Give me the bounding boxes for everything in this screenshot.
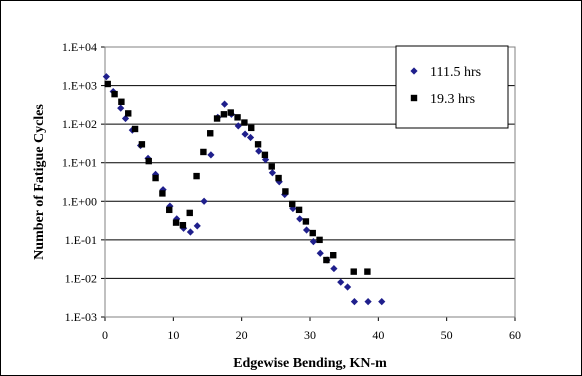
series-diamond [102, 73, 386, 306]
square-point [193, 172, 200, 180]
diamond-point [268, 169, 277, 177]
square-point [234, 114, 241, 121]
x-tick-label: 20 [236, 328, 248, 342]
square-point [111, 90, 118, 98]
y-axis-title: Number of Fatigue Cycles [32, 104, 47, 260]
square-point [227, 109, 234, 116]
diamond-point [330, 264, 338, 273]
square-point [159, 190, 166, 197]
y-tick-labels: 1.E-03 1.E-02 1.E-01 1.E+00 1.E+01 1.E+02 1.E+… [62, 40, 97, 324]
diamond-point [255, 147, 263, 155]
square-point [213, 115, 221, 122]
square-point [268, 163, 275, 170]
square-point [138, 141, 146, 148]
diamond-point [241, 130, 249, 138]
diamond-point [117, 104, 125, 112]
diamond-point [234, 122, 242, 130]
legend-box [395, 45, 509, 129]
square-point [316, 236, 323, 244]
square-point [220, 111, 228, 118]
diamond-point [337, 278, 345, 286]
diamond-point [378, 298, 386, 306]
y-tick-label: 1.E-03 [65, 310, 97, 324]
y-tick-label: 1.E-02 [65, 271, 97, 285]
diamond-point [246, 133, 255, 142]
legend-marker-square [410, 94, 418, 102]
square-point [289, 200, 296, 208]
square-point [275, 174, 282, 182]
series-square [104, 80, 371, 275]
square-point [295, 206, 303, 214]
diamond-point [193, 222, 201, 230]
x-axis-title: Edgewise Bending, KN-m [233, 356, 387, 371]
diamond-point [309, 238, 318, 246]
x-tick-label: 50 [441, 328, 453, 342]
legend-marker-diamond [410, 67, 418, 75]
square-point [350, 268, 357, 275]
square-point [104, 80, 111, 88]
square-point [207, 130, 214, 137]
plot-area [104, 46, 516, 318]
square-point [323, 256, 330, 264]
square-point [261, 151, 269, 159]
diamond-point [186, 228, 195, 236]
diamond-point [316, 249, 324, 257]
y-tick-label: 1.E+01 [62, 156, 97, 170]
legend-label: 111.5 hrs [430, 65, 481, 80]
square-point [131, 125, 139, 133]
x-tick-label: 40 [372, 328, 384, 342]
square-point [118, 98, 125, 105]
square-point [282, 188, 289, 195]
y-tick-label: 1.E-01 [65, 233, 97, 247]
x-tick-label: 60 [509, 328, 521, 342]
diamond-point [220, 100, 229, 108]
square-point [152, 174, 159, 182]
y-tick-label: 1.E+00 [62, 194, 97, 208]
x-tick-label: 30 [304, 328, 316, 342]
square-point [248, 124, 255, 132]
diamond-point [200, 197, 208, 205]
square-point [186, 209, 193, 217]
square-point [364, 268, 371, 275]
data-points [102, 73, 386, 306]
diamond-point [350, 298, 359, 306]
square-point [172, 219, 180, 226]
x-tick-labels: 0 10 20 30 40 50 60 [102, 328, 521, 342]
square-point [309, 229, 316, 237]
square-point [125, 110, 132, 117]
square-point [241, 119, 248, 126]
diamond-point [121, 114, 130, 123]
y-tick-label: 1.E+04 [62, 40, 97, 54]
square-point [330, 252, 337, 259]
square-point [254, 141, 262, 148]
square-point [145, 157, 152, 165]
x-tick-label: 10 [167, 328, 179, 342]
legend: 111.5 hrs 19.3 hrs [395, 45, 509, 129]
square-point [302, 218, 310, 225]
square-point [200, 148, 207, 156]
legend-label: 19.3 hrs [430, 92, 475, 107]
square-point [166, 206, 173, 214]
diamond-point [296, 215, 304, 223]
square-point [179, 221, 187, 229]
y-tick-label: 1.E+03 [62, 79, 97, 93]
diamond-point [302, 226, 311, 234]
diamond-point [364, 298, 372, 306]
x-tick-label: 0 [102, 328, 108, 342]
diamond-point [207, 151, 215, 159]
diamond-point [343, 283, 352, 291]
diamond-point [102, 73, 110, 81]
y-tick-label: 1.E+02 [62, 117, 97, 131]
